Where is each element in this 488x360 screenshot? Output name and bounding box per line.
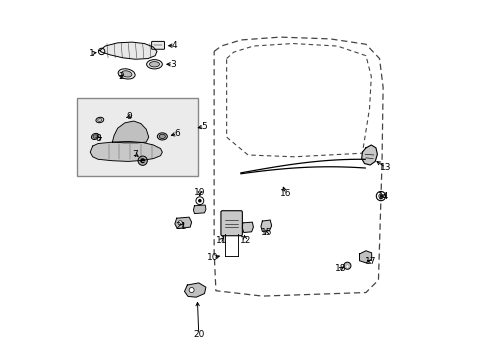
Text: 14: 14 bbox=[377, 192, 389, 201]
Text: 13: 13 bbox=[379, 163, 390, 172]
Ellipse shape bbox=[157, 133, 167, 140]
Text: 2: 2 bbox=[118, 72, 124, 81]
Polygon shape bbox=[112, 121, 148, 143]
Text: 5: 5 bbox=[201, 122, 207, 131]
Text: 9: 9 bbox=[126, 112, 132, 121]
Polygon shape bbox=[361, 145, 377, 165]
Polygon shape bbox=[359, 251, 371, 263]
Text: 6: 6 bbox=[174, 129, 180, 138]
Polygon shape bbox=[100, 42, 157, 59]
Text: 8: 8 bbox=[95, 134, 101, 143]
Polygon shape bbox=[184, 283, 205, 297]
Polygon shape bbox=[242, 222, 253, 233]
Text: 7: 7 bbox=[132, 150, 138, 159]
Text: 15: 15 bbox=[261, 228, 272, 237]
Polygon shape bbox=[175, 217, 191, 229]
Circle shape bbox=[138, 156, 147, 165]
Text: 10: 10 bbox=[207, 253, 218, 262]
Text: 20: 20 bbox=[193, 330, 204, 339]
Circle shape bbox=[178, 221, 182, 225]
Circle shape bbox=[343, 262, 350, 269]
Polygon shape bbox=[90, 141, 162, 161]
Text: 1: 1 bbox=[88, 49, 94, 58]
Ellipse shape bbox=[159, 134, 165, 139]
Text: 18: 18 bbox=[334, 264, 346, 273]
Circle shape bbox=[100, 50, 103, 53]
Ellipse shape bbox=[96, 117, 103, 123]
Ellipse shape bbox=[118, 69, 135, 79]
Text: 4: 4 bbox=[172, 41, 177, 50]
Circle shape bbox=[376, 192, 385, 201]
Ellipse shape bbox=[98, 118, 102, 121]
Polygon shape bbox=[261, 220, 271, 231]
Circle shape bbox=[196, 197, 203, 204]
FancyBboxPatch shape bbox=[221, 211, 242, 236]
Text: 16: 16 bbox=[279, 189, 291, 198]
Text: 12: 12 bbox=[239, 235, 250, 244]
Ellipse shape bbox=[146, 60, 162, 69]
Text: 11: 11 bbox=[215, 235, 226, 244]
Text: 19: 19 bbox=[194, 188, 205, 197]
Ellipse shape bbox=[121, 71, 132, 77]
Text: 17: 17 bbox=[364, 257, 375, 266]
Circle shape bbox=[189, 288, 194, 293]
Circle shape bbox=[198, 199, 201, 203]
FancyBboxPatch shape bbox=[151, 41, 164, 49]
Circle shape bbox=[378, 194, 382, 198]
Ellipse shape bbox=[91, 133, 99, 139]
Text: 21: 21 bbox=[175, 222, 186, 231]
Text: 3: 3 bbox=[170, 60, 176, 69]
Ellipse shape bbox=[149, 62, 159, 67]
Ellipse shape bbox=[93, 135, 97, 138]
Polygon shape bbox=[193, 205, 205, 213]
FancyBboxPatch shape bbox=[77, 98, 198, 176]
Circle shape bbox=[140, 158, 145, 163]
